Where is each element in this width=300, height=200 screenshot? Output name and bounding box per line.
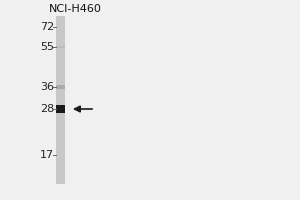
Text: 55: 55 (40, 42, 54, 52)
Bar (56, 85, 65, 89)
Text: 17: 17 (40, 150, 54, 160)
Bar (56, 46, 65, 48)
Text: NCI-H460: NCI-H460 (49, 4, 102, 14)
Bar (56, 16, 65, 184)
Text: 28: 28 (40, 104, 54, 114)
Bar (56, 105, 65, 113)
Text: 36: 36 (40, 82, 54, 92)
Text: 72: 72 (40, 22, 54, 32)
